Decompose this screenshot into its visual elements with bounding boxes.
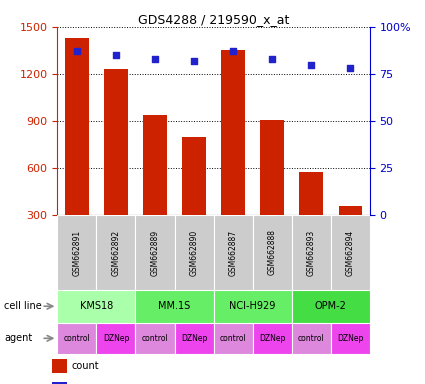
Bar	[300, 172, 323, 262]
Bar	[292, 290, 370, 323]
Bar	[213, 215, 252, 290]
Text: DZNep: DZNep	[181, 334, 207, 343]
Bar	[221, 50, 245, 262]
Bar	[143, 115, 167, 262]
Text: GSM662891: GSM662891	[72, 229, 82, 276]
Bar	[96, 215, 136, 290]
Bar	[338, 206, 362, 262]
Point	[308, 61, 314, 68]
Text: cell line: cell line	[4, 301, 42, 311]
Text: OPM-2: OPM-2	[315, 301, 347, 311]
Bar	[292, 215, 331, 290]
Point	[74, 48, 80, 55]
Bar	[331, 323, 370, 354]
Bar	[175, 323, 213, 354]
Point	[152, 56, 159, 62]
Text: GSM662888: GSM662888	[268, 230, 277, 275]
Bar	[136, 323, 175, 354]
Text: control: control	[298, 334, 325, 343]
Text: DZNep: DZNep	[337, 334, 363, 343]
Point	[113, 52, 119, 58]
Bar	[57, 215, 96, 290]
Text: GSM662893: GSM662893	[307, 229, 316, 276]
Text: GSM662889: GSM662889	[150, 229, 159, 276]
Bar	[213, 323, 252, 354]
Point	[191, 58, 198, 64]
Text: agent: agent	[4, 333, 32, 343]
Bar	[96, 323, 136, 354]
Bar	[331, 215, 370, 290]
Text: GSM662890: GSM662890	[190, 229, 198, 276]
Bar	[213, 290, 292, 323]
Text: KMS18: KMS18	[80, 301, 113, 311]
Bar	[57, 323, 96, 354]
Text: control: control	[220, 334, 246, 343]
Bar	[104, 69, 128, 262]
Text: control: control	[142, 334, 168, 343]
Text: NCI-H929: NCI-H929	[230, 301, 276, 311]
Bar	[261, 120, 284, 262]
Title: GDS4288 / 219590_x_at: GDS4288 / 219590_x_at	[138, 13, 289, 26]
Bar	[136, 215, 175, 290]
Text: control: control	[63, 334, 90, 343]
Bar	[136, 290, 213, 323]
Text: MM.1S: MM.1S	[159, 301, 191, 311]
Bar	[182, 137, 206, 262]
Point	[230, 48, 236, 55]
Bar	[52, 359, 67, 373]
Text: count: count	[71, 361, 99, 371]
Bar	[175, 215, 213, 290]
Bar	[252, 323, 292, 354]
Bar	[52, 382, 67, 384]
Text: GSM662894: GSM662894	[346, 229, 355, 276]
Point	[347, 65, 354, 71]
Text: DZNep: DZNep	[103, 334, 129, 343]
Bar	[252, 215, 292, 290]
Text: GSM662887: GSM662887	[229, 229, 238, 276]
Text: DZNep: DZNep	[259, 334, 285, 343]
Bar	[292, 323, 331, 354]
Bar	[57, 290, 136, 323]
Bar	[65, 38, 88, 262]
Text: GSM662892: GSM662892	[111, 229, 120, 276]
Point	[269, 56, 275, 62]
